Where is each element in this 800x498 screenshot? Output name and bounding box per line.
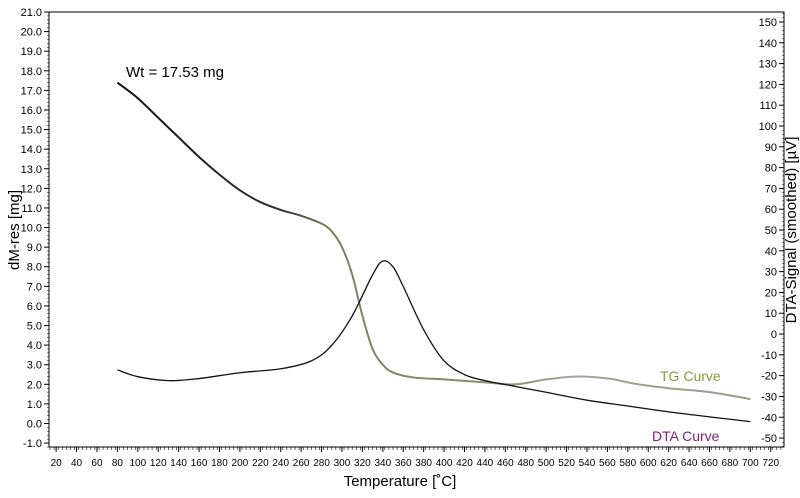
x-tick-label: 620 — [660, 458, 677, 469]
y2-tick-label: 140 — [759, 38, 777, 50]
x-tick-label: 580 — [619, 458, 636, 469]
y-tick-label: 1.0 — [27, 399, 42, 411]
x-tick-label: 60 — [91, 458, 103, 469]
y2-tick-label: 80 — [765, 163, 777, 175]
legend-tg-curve: TG Curve — [660, 368, 721, 384]
x-tick-label: 180 — [211, 458, 228, 469]
x-tick-label: 460 — [497, 458, 514, 469]
y-tick-label: 14.0 — [21, 144, 42, 156]
y2-axis-label: DTA-Signal (smoothed) [µV] — [783, 137, 800, 324]
x-tick-label: 80 — [112, 458, 124, 469]
x-tick-label: 320 — [354, 458, 371, 469]
x-tick-label: 500 — [538, 458, 555, 469]
y2-tick-label: 50 — [765, 225, 777, 237]
y2-tick-label: 40 — [765, 246, 777, 258]
y2-tick-label: 10 — [765, 308, 777, 320]
y2-tick-label: 60 — [765, 204, 777, 216]
y-tick-label: 20.0 — [21, 27, 42, 39]
x-tick-label: 540 — [579, 458, 596, 469]
tg-curve-line — [116, 81, 751, 400]
x-axis-label: Temperature [˚C] — [344, 473, 457, 490]
y-tick-label: 11.0 — [21, 203, 42, 215]
y-axis-label: dM-res [mg] — [6, 190, 23, 270]
dta-curve-line — [117, 260, 751, 423]
x-tick-label: 600 — [640, 458, 657, 469]
y2-tick-label: 150 — [759, 17, 777, 29]
x-tick-label: 400 — [436, 458, 453, 469]
x-tick-label: 340 — [374, 458, 391, 469]
y-tick-label: 4.0 — [27, 340, 42, 352]
y2-tick-label: 0 — [771, 329, 777, 341]
y-tick-label: 5.0 — [27, 321, 42, 333]
y2-tick-label: 90 — [765, 142, 777, 154]
x-tick-label: 520 — [558, 458, 575, 469]
x-tick-label: 480 — [517, 458, 534, 469]
y2-tick-label: 70 — [765, 183, 777, 195]
y-tick-label: 19.0 — [21, 46, 42, 58]
x-tick-label: 160 — [191, 458, 208, 469]
weight-annotation: Wt = 17.53 mg — [126, 64, 224, 81]
x-tick-label: 220 — [252, 458, 269, 469]
x-tick-label: 40 — [71, 458, 83, 469]
y-tick-label: 16.0 — [21, 105, 42, 117]
y2-tick-label: -20 — [761, 371, 777, 383]
y-tick-label: 0.0 — [27, 418, 42, 430]
x-tick-label: 380 — [415, 458, 432, 469]
y-tick-label: 15.0 — [21, 125, 42, 137]
x-tick-label: 700 — [742, 458, 759, 469]
x-tick-label: 140 — [170, 458, 187, 469]
y-tick-label: 9.0 — [27, 242, 42, 254]
x-tick-label: 100 — [129, 458, 146, 469]
x-tick-label: 200 — [232, 458, 249, 469]
x-tick-label: 300 — [334, 458, 351, 469]
y-tick-label: 13.0 — [21, 164, 42, 176]
y2-tick-label: -50 — [761, 433, 777, 445]
y-tick-label: 17.0 — [21, 85, 42, 97]
legend-dta-curve: DTA Curve — [652, 428, 720, 444]
y2-tick-label: 20 — [765, 287, 777, 299]
x-tick-label: 120 — [150, 458, 167, 469]
y2-tick-label: 110 — [759, 100, 777, 112]
x-tick-label: 20 — [51, 458, 63, 469]
y2-tick-label: 120 — [759, 79, 777, 91]
x-tick-label: 420 — [456, 458, 473, 469]
x-tick-label: 360 — [395, 458, 412, 469]
y2-tick-label: 30 — [765, 267, 777, 279]
x-tick-label: 240 — [272, 458, 289, 469]
y-tick-label: 6.0 — [27, 301, 42, 313]
x-tick-label: 720 — [762, 458, 779, 469]
y2-tick-label: 130 — [759, 59, 777, 71]
y-tick-label: -1.0 — [23, 438, 42, 450]
y2-tick-label: -40 — [761, 412, 777, 424]
y2-tick-label: -30 — [761, 391, 777, 403]
y-tick-label: 10.0 — [21, 223, 42, 235]
y2-tick-label: 100 — [759, 121, 777, 133]
x-tick-label: 660 — [701, 458, 718, 469]
plot-frame — [48, 11, 785, 448]
x-tick-label: 260 — [293, 458, 310, 469]
x-tick-label: 560 — [599, 458, 616, 469]
x-tick-label: 280 — [313, 458, 330, 469]
y-tick-label: 7.0 — [27, 281, 42, 293]
y-tick-label: 12.0 — [21, 183, 42, 195]
y-tick-label: 18.0 — [21, 66, 42, 78]
x-tick-label: 680 — [722, 458, 739, 469]
y-tick-label: 8.0 — [27, 262, 42, 274]
y2-tick-label: -10 — [761, 350, 777, 362]
y-tick-label: 3.0 — [27, 360, 42, 372]
x-tick-label: 640 — [681, 458, 698, 469]
y-tick-label: 21.0 — [21, 7, 42, 19]
x-tick-label: 440 — [477, 458, 494, 469]
y-tick-label: 2.0 — [27, 379, 42, 391]
